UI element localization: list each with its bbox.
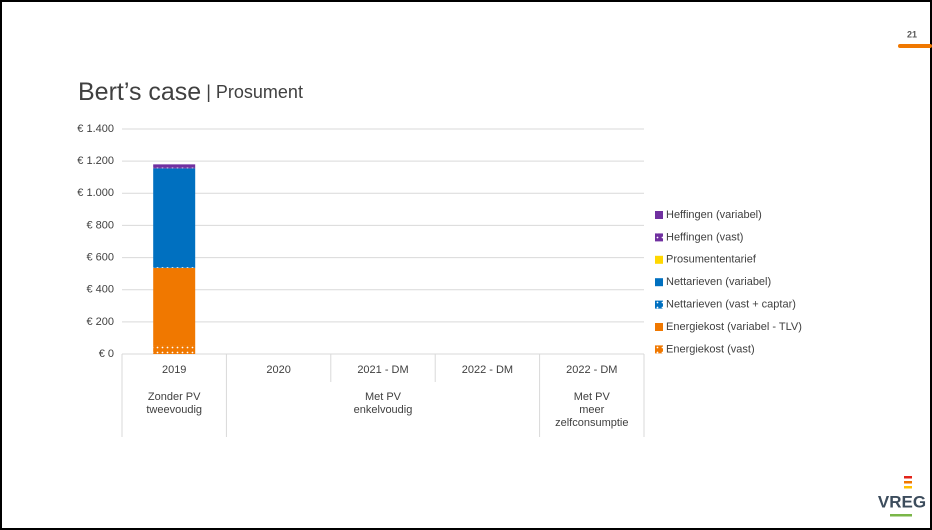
legend-swatch (655, 278, 663, 287)
bar-segment (153, 164, 196, 168)
x-tick-label: 2019 (162, 364, 186, 376)
y-tick-label: € 800 (86, 219, 114, 231)
legend-label: Heffingen (vast) (666, 231, 743, 243)
group-label: Met PV (574, 391, 611, 403)
x-tick-label: 2022 - DM (462, 364, 513, 376)
y-tick-label: € 1.400 (77, 123, 114, 135)
x-tick-label: 2021 - DM (357, 364, 408, 376)
legend-swatch (655, 211, 663, 219)
x-tick-label: 2020 (266, 364, 290, 376)
logo-bar (904, 486, 912, 489)
group-label: enkelvoudig (354, 404, 413, 416)
y-tick-label: € 0 (99, 348, 114, 360)
legend-swatch (655, 323, 663, 331)
y-tick-label: € 200 (86, 316, 114, 328)
group-label: zelfconsumptie (555, 417, 628, 429)
legend-label: Heffingen (variabel) (666, 209, 762, 221)
title-main: Bert’s case (78, 78, 201, 106)
group-label: Zonder PV (148, 391, 201, 403)
logo-bar (890, 514, 912, 517)
legend-swatch (655, 255, 663, 264)
legend-label: Prosumententarief (666, 254, 757, 266)
y-tick-label: € 400 (86, 284, 114, 296)
title-sep: | (201, 82, 216, 102)
title: Bert’s case | Prosument (78, 78, 303, 106)
legend-swatch (655, 300, 663, 309)
legend-label: Nettarieven (vast + captar) (666, 299, 796, 311)
legend-label: Energiekost (variabel - TLV) (666, 321, 802, 333)
slide-number: 21 (907, 29, 917, 39)
bar-segment (153, 345, 196, 354)
bar-segment (153, 168, 196, 268)
x-tick-label: 2022 - DM (566, 364, 617, 376)
logo-bar (904, 476, 912, 479)
logo-bar (904, 481, 912, 484)
group-label: Met PV (365, 391, 402, 403)
legend-swatch (655, 345, 663, 354)
logo-text: VREG (878, 492, 926, 511)
bar-segment (153, 268, 196, 346)
legend-label: Energiekost (vast) (666, 343, 755, 355)
group-label: tweevoudig (146, 404, 202, 416)
subtitle: Prosument (216, 82, 303, 102)
y-tick-label: € 600 (86, 251, 114, 263)
legend-swatch (655, 233, 663, 242)
bar-segment (153, 267, 196, 269)
legend-label: Nettarieven (variabel) (666, 276, 771, 288)
y-tick-label: € 1.200 (77, 155, 114, 167)
bar-segment (153, 167, 196, 169)
accent-bar (898, 44, 932, 48)
y-tick-label: € 1.000 (77, 187, 114, 199)
logo: VREG (878, 476, 926, 517)
group-label: meer (579, 404, 604, 416)
